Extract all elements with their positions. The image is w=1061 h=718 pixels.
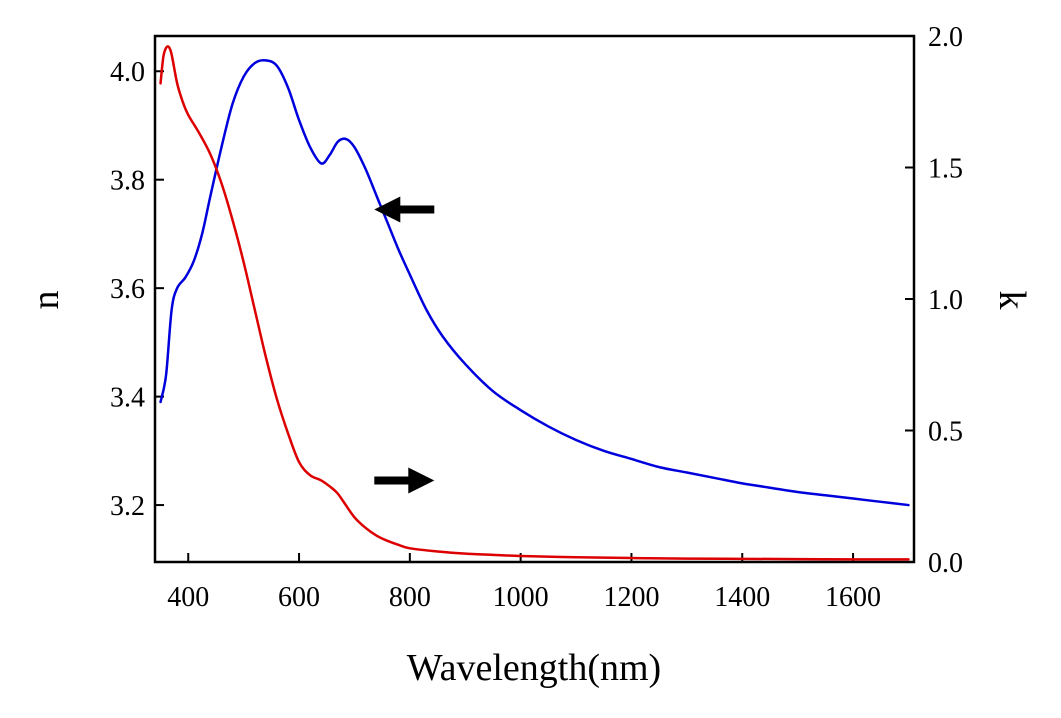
y-right-axis-title: k	[991, 291, 1033, 310]
x-tick-label: 1000	[493, 582, 549, 613]
x-tick-label: 800	[389, 582, 431, 613]
x-axis-title: Wavelength(nm)	[407, 647, 661, 689]
y-right-tick-label: 0.0	[928, 548, 963, 579]
series-layer	[159, 45, 910, 561]
x-tick-label: 1200	[603, 582, 659, 613]
y-right-tick-label: 1.5	[928, 154, 963, 185]
y-left-tick-label: 3.8	[110, 166, 145, 197]
n-series-line	[159, 59, 910, 507]
annotation-layer	[374, 196, 435, 494]
y-left-tick-label: 3.4	[110, 383, 145, 414]
y-left-tick-label: 4.0	[110, 57, 145, 88]
ticks-layer: 400 600 800 1000 1200 1400 1600 3.2 3.4 3.6 3.8 4.0…	[110, 22, 963, 613]
x-tick-label: 1600	[825, 582, 881, 613]
k-series-line	[159, 45, 910, 561]
x-tick-label: 1400	[714, 582, 770, 613]
y-left-tick-label: 3.6	[110, 274, 145, 305]
plot-frame	[153, 34, 916, 564]
y-left-axis-title: n	[25, 291, 67, 310]
y-left-tick-label: 3.2	[110, 491, 145, 522]
x-tick-label: 400	[167, 582, 209, 613]
y-right-tick-label: 1.0	[928, 285, 963, 316]
arrow-right-icon	[374, 467, 435, 494]
y-right-tick-label: 0.5	[928, 417, 963, 448]
x-tick-label: 600	[278, 582, 320, 613]
y-right-tick-label: 2.0	[928, 22, 963, 53]
arrow-left-icon	[374, 196, 435, 223]
